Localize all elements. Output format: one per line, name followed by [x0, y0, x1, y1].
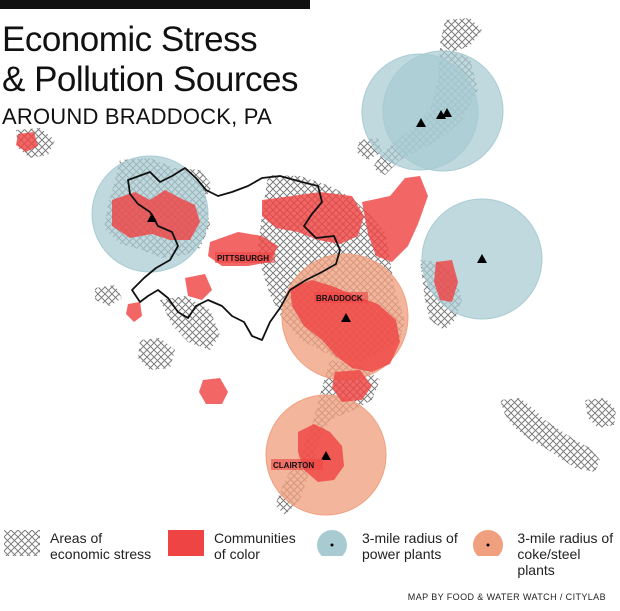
stress-area-nw-spot: [95, 285, 122, 306]
power-radius-swatch-icon: [317, 530, 347, 556]
legend-label-stress: Areas of economic stress: [50, 530, 152, 562]
stress-area-east-edge: [585, 398, 616, 428]
legend-label-power: 3-mile radius of power plants: [362, 530, 458, 562]
plant-marker-north-3: [442, 108, 452, 117]
legend: Areas of economic stress Communities of …: [0, 530, 620, 580]
community-mid-west: [185, 274, 212, 300]
braddock-label-bg: [314, 292, 368, 303]
red-swatch-icon: [168, 530, 204, 556]
top-accent-bar: [0, 0, 310, 9]
map-credit: MAP BY FOOD & WATER WATCH / CITYLAB: [407, 592, 606, 602]
community-small-west: [126, 302, 142, 322]
label-braddock: BRADDOCK: [316, 294, 363, 303]
label-pittsburgh: PITTSBURGH: [217, 254, 269, 263]
community-north-east: [362, 176, 428, 262]
title-block: Economic Stress & Pollution Sources AROU…: [2, 20, 332, 130]
hatch-swatch-icon: [4, 530, 40, 556]
clairton-label-bg: [271, 459, 323, 470]
power-radius-north-2: [382, 50, 504, 172]
stress-area-south-west: [160, 296, 220, 350]
plant-marker-east: [477, 254, 487, 263]
community-west: [112, 190, 200, 240]
plant-marker-clairton: [321, 451, 331, 460]
pittsburgh-boundary: [127, 167, 341, 341]
legend-label-coke: 3-mile radius of coke/steel plants: [517, 530, 614, 578]
legend-item-power: 3-mile radius of power plants: [316, 530, 458, 562]
stress-area-sw-dots: [138, 338, 175, 370]
pittsburgh-label-bg: [215, 252, 275, 263]
legend-item-coke: 3-mile radius of coke/steel plants: [472, 530, 620, 578]
plant-marker-west: [147, 213, 157, 222]
legend-label-color: Communities of color: [214, 530, 296, 562]
power-plant-radii: [91, 50, 543, 320]
map-title: Economic Stress & Pollution Sources: [2, 20, 298, 99]
community-east-strip: [434, 260, 458, 302]
community-north-center: [262, 192, 364, 244]
community-south-braddock: [332, 370, 372, 402]
community-far-west: [16, 132, 38, 152]
coke-radius-swatch-icon: [473, 530, 503, 556]
stress-area-southeast: [500, 398, 600, 472]
label-clairton: CLAIRTON: [273, 461, 314, 470]
community-sw: [199, 378, 228, 404]
legend-item-color: Communities of color: [168, 530, 296, 562]
plant-marker-north-1: [416, 118, 426, 127]
stress-area-north-strip: [440, 18, 482, 52]
plant-marker-braddock: [341, 313, 351, 322]
city-labels: PITTSBURGH BRADDOCK CLAIRTON: [215, 252, 368, 470]
map-canvas: PITTSBURGH BRADDOCK CLAIRTON: [16, 18, 616, 516]
plant-markers: [147, 108, 487, 460]
map-subtitle: AROUND BRADDOCK, PA: [2, 104, 272, 129]
legend-item-stress: Areas of economic stress: [4, 530, 151, 562]
